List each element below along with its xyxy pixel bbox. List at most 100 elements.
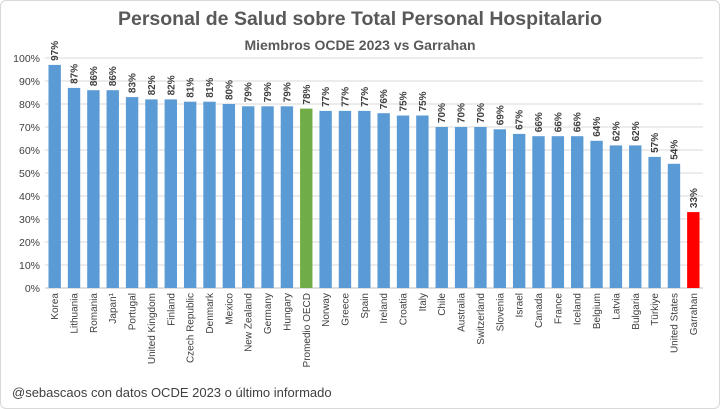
data-label: 75% bbox=[399, 91, 410, 111]
bar bbox=[532, 136, 545, 288]
data-label: 79% bbox=[244, 82, 255, 102]
data-label: 70% bbox=[476, 103, 487, 123]
category-label: Israel bbox=[515, 293, 526, 317]
category-label: Türkiye bbox=[650, 293, 661, 326]
y-tick-label: 60% bbox=[19, 145, 40, 157]
source-footer: @sebascaos con datos OCDE 2023 o último … bbox=[12, 385, 332, 400]
bar bbox=[164, 99, 177, 289]
category-label: Portugal bbox=[128, 293, 139, 330]
bar bbox=[590, 140, 603, 288]
bar bbox=[261, 106, 274, 288]
data-label: 87% bbox=[70, 64, 81, 84]
y-tick-label: 0% bbox=[25, 283, 40, 295]
category-label: Latvia bbox=[611, 293, 622, 320]
bar bbox=[145, 99, 158, 289]
data-label: 75% bbox=[418, 91, 429, 111]
data-label: 80% bbox=[224, 80, 235, 100]
bar bbox=[222, 104, 236, 288]
data-label: 66% bbox=[534, 112, 545, 132]
bar bbox=[648, 156, 661, 288]
category-label: Chile bbox=[437, 293, 448, 316]
bar bbox=[512, 133, 526, 288]
data-label: 70% bbox=[457, 103, 468, 123]
data-label: 77% bbox=[360, 87, 371, 107]
data-label: 66% bbox=[553, 112, 564, 132]
category-label: Canada bbox=[534, 293, 545, 328]
y-tick-label: 100% bbox=[13, 53, 40, 65]
category-label: Lithuania bbox=[70, 293, 81, 334]
bar bbox=[125, 97, 139, 288]
bar bbox=[551, 136, 565, 288]
bar bbox=[67, 87, 81, 289]
y-tick-label: 40% bbox=[19, 191, 40, 203]
category-label: Croatia bbox=[399, 293, 410, 326]
bar bbox=[667, 163, 681, 288]
data-label: 33% bbox=[689, 188, 700, 208]
category-label: United States bbox=[669, 293, 680, 353]
category-label: Garrahan bbox=[689, 293, 700, 335]
data-label: 86% bbox=[108, 66, 119, 86]
data-label: 66% bbox=[573, 112, 584, 132]
gridlines bbox=[45, 57, 703, 289]
bar bbox=[183, 101, 197, 288]
bar bbox=[300, 108, 313, 288]
data-labels: 97% 87% 86% 86% 83% 82% 82% 81% 81% 80% 79% 79% 79% 7… bbox=[50, 41, 700, 208]
bar bbox=[454, 127, 468, 288]
bar bbox=[629, 145, 642, 288]
y-tick-label: 70% bbox=[19, 122, 40, 134]
y-tick-label: 90% bbox=[19, 76, 40, 88]
category-label: Korea bbox=[50, 293, 61, 320]
bar bbox=[106, 90, 119, 288]
y-tick-label: 30% bbox=[19, 214, 40, 226]
chart-subtitle: Miembros OCDE 2023 vs Garrahan bbox=[244, 37, 476, 53]
bar bbox=[396, 115, 410, 288]
data-label: 70% bbox=[437, 103, 448, 123]
category-label: Denmark bbox=[205, 292, 216, 334]
bar bbox=[377, 113, 390, 288]
data-label: 54% bbox=[669, 140, 680, 160]
category-label: Hungary bbox=[282, 293, 293, 331]
bar bbox=[280, 106, 294, 288]
data-label: 67% bbox=[515, 110, 526, 130]
category-label: United Kingdom bbox=[147, 293, 158, 364]
bar bbox=[493, 129, 506, 288]
data-label: 57% bbox=[650, 133, 661, 153]
bar bbox=[319, 110, 332, 289]
bar bbox=[48, 64, 61, 289]
category-label: Greece bbox=[340, 293, 351, 326]
category-label: Germany bbox=[263, 293, 274, 334]
data-label: 81% bbox=[205, 78, 216, 98]
category-label: Slovenia bbox=[495, 293, 506, 332]
category-label: Ireland bbox=[379, 293, 390, 324]
data-label: 79% bbox=[263, 82, 274, 102]
bar bbox=[87, 90, 100, 288]
bar bbox=[571, 136, 584, 288]
data-label: 69% bbox=[495, 105, 506, 125]
y-tick-label: 10% bbox=[19, 260, 40, 272]
y-tick-label: 50% bbox=[19, 168, 40, 180]
bar bbox=[416, 115, 429, 288]
bar bbox=[338, 110, 352, 289]
category-label: Italy bbox=[418, 293, 429, 311]
category-label: Finland bbox=[166, 293, 177, 326]
data-label: 97% bbox=[50, 41, 61, 61]
bar bbox=[435, 127, 448, 288]
data-label: 82% bbox=[147, 75, 158, 95]
category-label: Promedio OECD bbox=[302, 293, 313, 367]
y-tick-label: 80% bbox=[19, 99, 40, 111]
bar bbox=[687, 212, 700, 288]
category-labels: Korea Lithuania Romania Japan¹ Portugal Unite… bbox=[50, 292, 700, 367]
y-axis-ticks: 0% 10% 20% 30% 40% 50% 60% 70% 80% 90% 100% bbox=[13, 53, 40, 295]
data-label: 62% bbox=[631, 121, 642, 141]
category-label: New Zealand bbox=[244, 293, 255, 352]
data-label: 76% bbox=[379, 89, 390, 109]
y-tick-label: 20% bbox=[19, 237, 40, 249]
category-label: Australia bbox=[457, 293, 468, 332]
data-label: 77% bbox=[340, 87, 351, 107]
category-label: Belgium bbox=[592, 293, 603, 329]
category-label: Bulgaria bbox=[631, 293, 642, 330]
data-label: 86% bbox=[89, 66, 100, 86]
category-label: Czech Republic bbox=[186, 293, 197, 363]
category-label: Japan¹ bbox=[108, 292, 119, 323]
